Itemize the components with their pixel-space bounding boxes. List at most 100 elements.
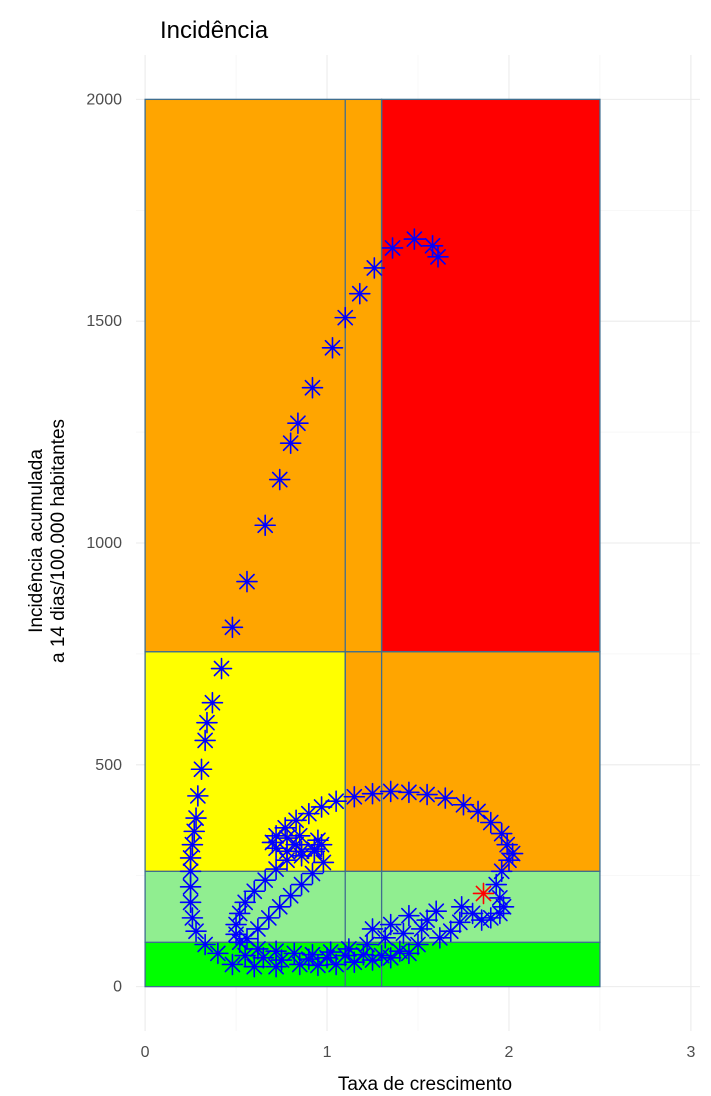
data-point-latest: [472, 882, 495, 905]
risk-zone: [344, 651, 601, 872]
data-point: [407, 933, 429, 956]
data-point: [450, 895, 473, 918]
data-point: [370, 944, 393, 967]
data-point: [285, 809, 307, 832]
y-tick-label: 2000: [86, 91, 122, 108]
data-point: [194, 729, 216, 752]
data-point: [479, 811, 502, 834]
y-tick-label: 0: [113, 979, 122, 996]
data-point: [207, 942, 229, 965]
data-point: [276, 849, 298, 872]
data-point: [179, 847, 202, 869]
data-point: [449, 911, 471, 934]
data-point: [361, 918, 384, 940]
data-point: [490, 860, 513, 883]
data-point: [319, 941, 342, 963]
data-point: [268, 468, 291, 491]
data-point: [307, 829, 329, 852]
data-point: [190, 758, 213, 781]
data-point: [398, 781, 420, 804]
data-point: [258, 907, 280, 929]
data-point: [181, 833, 204, 856]
data-point: [290, 844, 313, 867]
data-point: [489, 887, 511, 909]
data-point: [290, 873, 313, 896]
data-point: [427, 246, 449, 268]
chart-title: Incidência: [160, 17, 269, 44]
data-point: [379, 913, 402, 936]
data-point: [194, 933, 216, 956]
data-point: [496, 833, 518, 856]
data-point: [312, 851, 335, 874]
threshold-lines: [344, 99, 383, 987]
data-point: [398, 904, 420, 927]
data-point: [501, 842, 524, 865]
x-tick-label: 1: [323, 1044, 332, 1061]
data-point: [316, 946, 338, 969]
data-point: [287, 412, 309, 435]
risk-zone: [144, 870, 601, 943]
data-point: [361, 782, 384, 805]
data-point: [389, 940, 411, 962]
data-point: [325, 790, 347, 812]
data-point: [434, 787, 457, 809]
data-point: [279, 432, 302, 454]
data-point: [321, 336, 344, 359]
risk-zone: [380, 98, 601, 653]
data-point: [338, 938, 360, 960]
y-axis-ticks: 0 500 1000 1500 2000: [86, 91, 122, 995]
data-point: [236, 570, 258, 593]
data-point: [334, 306, 357, 329]
data-point: [285, 833, 307, 856]
data-point: [381, 237, 404, 259]
data-points: [179, 228, 524, 978]
data-point: [185, 807, 207, 829]
data-point: [234, 891, 256, 914]
data-point: [392, 922, 415, 945]
y-axis-label: Incidência acumulada a 14 dias/100.000 h…: [26, 419, 69, 663]
data-point: [452, 793, 475, 816]
x-axis-label: Taxa de crescimento: [338, 1074, 512, 1095]
data-point: [221, 616, 244, 639]
data-point: [265, 940, 287, 962]
y-axis-label-line-1: Incidência acumulada: [26, 449, 47, 633]
data-point: [283, 942, 306, 965]
data-point: [348, 282, 371, 305]
x-tick-label: 2: [505, 1044, 514, 1061]
x-tick-label: 0: [141, 1044, 150, 1061]
zones: [144, 98, 601, 988]
data-point: [261, 831, 284, 854]
data-point: [236, 927, 258, 950]
data-point: [343, 785, 366, 808]
data-point: [467, 800, 489, 823]
data-point: [181, 907, 204, 929]
data-point: [243, 880, 266, 903]
data-point: [301, 943, 324, 966]
data-point: [254, 514, 276, 537]
data-point: [265, 858, 287, 880]
data-point: [187, 785, 209, 807]
data-point: [363, 257, 386, 279]
data-point: [310, 796, 333, 818]
y-tick-label: 1500: [86, 313, 122, 330]
data-point: [492, 895, 515, 918]
data-point: [301, 376, 324, 399]
y-tick-label: 500: [95, 757, 122, 774]
data-point: [425, 900, 447, 923]
data-point: [379, 780, 402, 803]
data-point: [201, 691, 224, 714]
data-point: [196, 711, 218, 734]
data-point: [352, 943, 375, 966]
data-point: [276, 827, 298, 849]
data-point: [288, 824, 311, 847]
y-tick-label: 1000: [86, 535, 122, 552]
data-point: [210, 657, 233, 680]
data-point: [185, 920, 207, 942]
x-tick-label: 3: [686, 1044, 695, 1061]
data-point: [183, 820, 206, 843]
data-point: [421, 234, 444, 257]
data-point: [429, 927, 451, 949]
data-point: [301, 862, 324, 885]
x-axis-ticks: 0 1 2 3: [141, 1044, 696, 1061]
